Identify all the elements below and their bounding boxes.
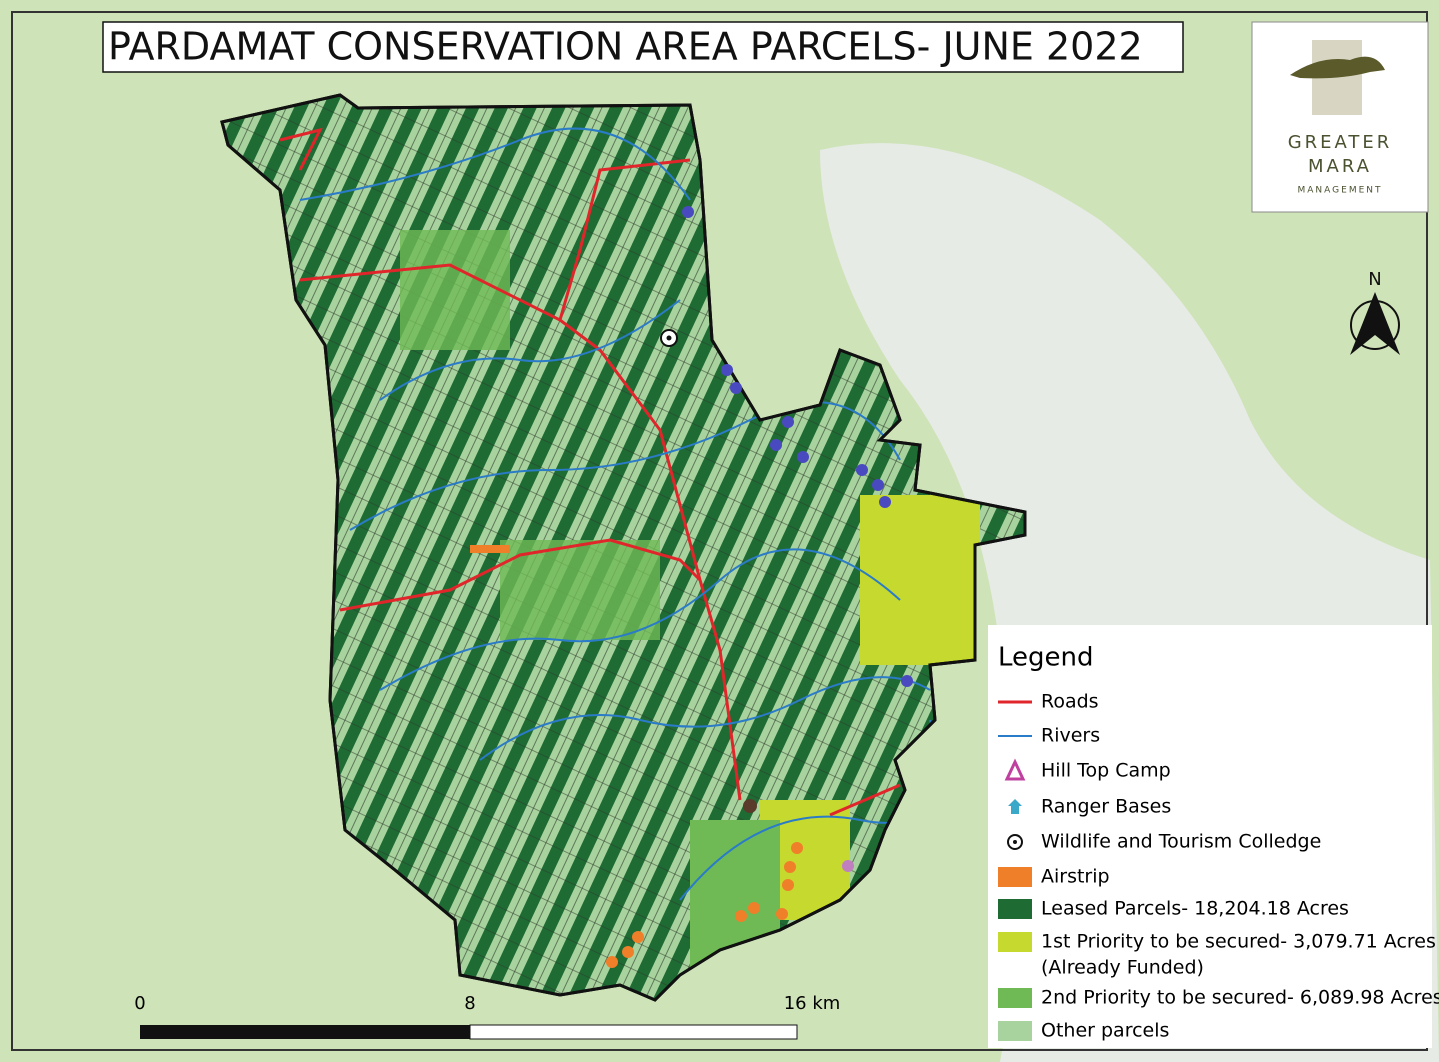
- north-arrow: [1350, 292, 1400, 355]
- title: PARDAMAT CONSERVATION AREA PARCELS- JUNE…: [108, 25, 1143, 69]
- title-box: [102, 21, 1184, 73]
- logo-text: MARA: [1308, 156, 1372, 177]
- scale-label: 8: [464, 993, 475, 1014]
- legend-label: Ranger Bases: [1041, 796, 1171, 818]
- scale-bar: [469, 1024, 798, 1040]
- scale-label: 0: [134, 993, 145, 1014]
- legend-label: 1st Priority to be secured- 3,079.71 Acr…: [1041, 931, 1436, 953]
- legend-box: [988, 625, 1432, 1048]
- site-marker: [743, 799, 757, 813]
- legend-label: Airstrip: [1041, 866, 1110, 888]
- site-marker: [842, 860, 854, 872]
- airstrip: [470, 545, 510, 553]
- legend-label: Leased Parcels- 18,204.18 Acres: [1041, 898, 1349, 920]
- legend-label: Wildlife and Tourism Colledge: [1041, 831, 1321, 853]
- legend-label: Hill Top Camp: [1041, 760, 1171, 782]
- area-outline: [220, 93, 1027, 1002]
- logo-text: GREATER: [1288, 132, 1393, 153]
- legend-symbol: [1004, 758, 1026, 781]
- scale-bar: [140, 1025, 470, 1039]
- frame: [11, 11, 1428, 1051]
- legend-symbol: [1013, 840, 1017, 844]
- legend-label: Roads: [1041, 691, 1099, 713]
- legend-label: Rivers: [1041, 725, 1100, 747]
- legend-symbol: [998, 899, 1032, 919]
- north-label: N: [1368, 269, 1381, 290]
- markers: [682, 206, 913, 687]
- logo-text: MANAGEMENT: [1298, 186, 1383, 196]
- legend: Legend Roads Rivers Hill Top Camp Ranger Ba…: [988, 625, 1439, 1048]
- scale-label: 16 km: [784, 993, 841, 1014]
- legend-title: Legend: [998, 643, 1094, 673]
- legend-label: Other parcels: [1041, 1020, 1169, 1042]
- legend-label: 2nd Priority to be secured- 6,089.98 Acr…: [1041, 987, 1439, 1009]
- legend-symbol: [998, 1021, 1032, 1041]
- legend-symbol: [1008, 799, 1022, 814]
- legend-label: (Already Funded): [1041, 957, 1204, 979]
- legend-symbol: [998, 988, 1032, 1008]
- orange-markers: [606, 842, 803, 968]
- legend-symbol: [998, 932, 1032, 952]
- legend-symbol: [998, 867, 1032, 887]
